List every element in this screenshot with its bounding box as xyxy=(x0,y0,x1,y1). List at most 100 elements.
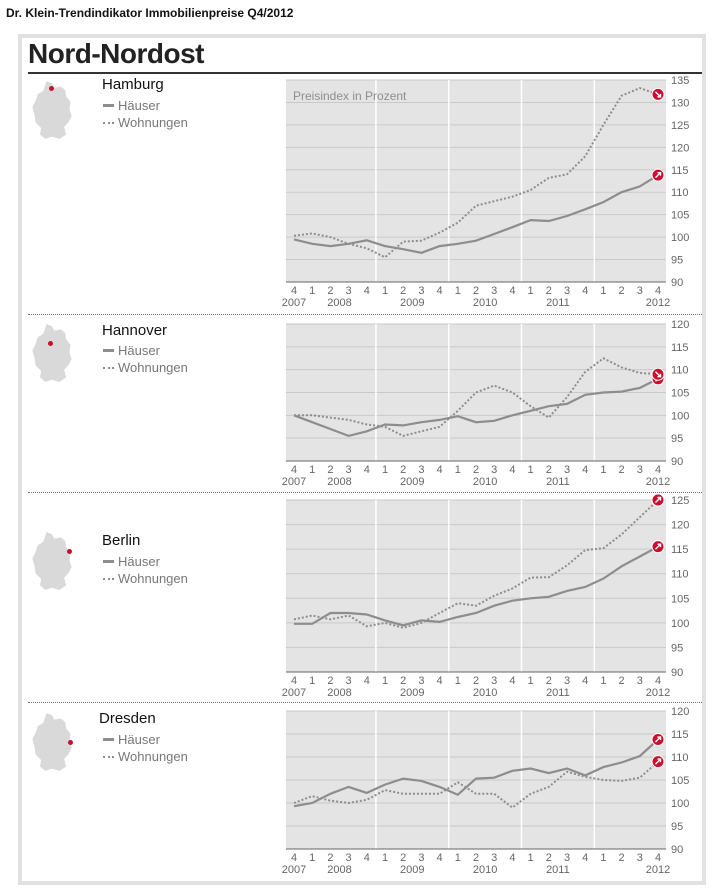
x-tick-label: 1 xyxy=(528,852,534,864)
x-tick-label: 1 xyxy=(309,285,315,297)
x-tick-label: 3 xyxy=(637,852,643,864)
x-year-label: 2011 xyxy=(546,687,570,699)
y-tick-label: 95 xyxy=(671,433,683,445)
x-tick-label: 4 xyxy=(364,675,370,687)
y-tick-label: 95 xyxy=(671,255,683,267)
y-tick-label: 100 xyxy=(671,798,689,810)
y-tick-label: 120 xyxy=(671,142,689,154)
x-tick-label: 3 xyxy=(346,464,352,476)
x-tick-label: 2 xyxy=(327,285,333,297)
x-year-label: 2009 xyxy=(400,297,424,309)
trend-up-marker-icon xyxy=(651,733,665,747)
city-location-dot xyxy=(49,86,54,91)
x-tick-label: 4 xyxy=(364,285,370,297)
city-name: Dresden xyxy=(99,710,156,727)
germany-map-icon xyxy=(32,713,72,771)
marker-arrow xyxy=(655,91,662,98)
marker-arrow xyxy=(655,496,662,503)
x-tick-label: 2 xyxy=(400,675,406,687)
y-tick-label: 135 xyxy=(671,75,689,87)
x-tick-label: 2 xyxy=(327,464,333,476)
x-tick-label: 1 xyxy=(382,852,388,864)
x-tick-label: 3 xyxy=(637,675,643,687)
panel-separator xyxy=(28,314,702,315)
x-year-label: 2011 xyxy=(546,476,570,488)
legend-apartments-label: Wohnungen xyxy=(118,749,188,764)
x-tick-label: 1 xyxy=(309,675,315,687)
legend-houses-label: Häuser xyxy=(118,554,160,569)
series-line-haeuser xyxy=(294,545,659,627)
x-year-label: 2007 xyxy=(282,297,306,309)
y-tick-label: 115 xyxy=(671,165,689,177)
trend-down-marker-icon xyxy=(651,367,665,381)
x-tick-label: 3 xyxy=(637,285,643,297)
x-tick-label: 4 xyxy=(582,285,588,297)
city-location-dot xyxy=(68,740,73,745)
x-tick-label: 1 xyxy=(528,675,534,687)
x-tick-label: 4 xyxy=(291,464,297,476)
x-tick-label: 2 xyxy=(400,285,406,297)
x-tick-label: 1 xyxy=(382,464,388,476)
y-tick-label: 105 xyxy=(671,388,689,400)
x-tick-label: 4 xyxy=(437,675,443,687)
legend-apartments: Wohnungen xyxy=(103,360,188,375)
x-tick-label: 3 xyxy=(418,675,424,687)
trend-up-marker-icon xyxy=(651,755,665,769)
x-tick-label: 2 xyxy=(473,675,479,687)
y-tick-label: 105 xyxy=(671,593,689,605)
x-tick-label: 1 xyxy=(600,285,606,297)
legend-houses-label: Häuser xyxy=(118,732,160,747)
x-tick-label: 4 xyxy=(509,285,515,297)
x-year-label: 2009 xyxy=(400,687,424,699)
plot-area xyxy=(286,80,666,282)
y-tick-label: 130 xyxy=(671,97,689,109)
y-tick-label: 90 xyxy=(671,456,683,468)
marker-arrow xyxy=(655,543,662,550)
x-tick-label: 2 xyxy=(619,285,625,297)
x-tick-label: 2 xyxy=(619,852,625,864)
city-name: Hannover xyxy=(102,322,168,339)
y-tick-label: 125 xyxy=(671,120,689,132)
x-tick-label: 4 xyxy=(437,852,443,864)
y-tick-label: 125 xyxy=(671,495,689,507)
city-location-dot xyxy=(67,549,72,554)
x-tick-label: 1 xyxy=(455,464,461,476)
x-tick-label: 4 xyxy=(509,852,515,864)
x-tick-label: 4 xyxy=(509,464,515,476)
x-tick-label: 1 xyxy=(528,285,534,297)
x-tick-label: 3 xyxy=(418,852,424,864)
plot-area xyxy=(286,500,666,672)
x-tick-label: 2 xyxy=(327,852,333,864)
x-tick-label: 3 xyxy=(418,285,424,297)
x-tick-label: 4 xyxy=(655,675,661,687)
x-tick-label: 3 xyxy=(491,285,497,297)
y-tick-label: 100 xyxy=(671,232,689,244)
y-tick-label: 90 xyxy=(671,667,683,679)
y-tick-label: 115 xyxy=(671,544,689,556)
trend-up-marker-icon xyxy=(651,168,665,182)
series-line-wohnungen xyxy=(294,357,659,437)
x-tick-label: 3 xyxy=(346,285,352,297)
x-tick-label: 4 xyxy=(655,852,661,864)
x-year-label: 2012 xyxy=(646,864,670,876)
y-tick-label: 120 xyxy=(671,520,689,532)
x-year-label: 2008 xyxy=(327,864,351,876)
x-year-label: 2010 xyxy=(473,687,497,699)
x-tick-label: 2 xyxy=(546,464,552,476)
x-year-label: 2008 xyxy=(327,687,351,699)
x-tick-label: 2 xyxy=(473,464,479,476)
x-year-label: 2012 xyxy=(646,687,670,699)
series-line-haeuser xyxy=(293,377,659,438)
y-tick-label: 110 xyxy=(671,752,689,764)
x-tick-label: 4 xyxy=(582,675,588,687)
legend-apartments-label: Wohnungen xyxy=(118,115,188,130)
x-tick-label: 1 xyxy=(528,464,534,476)
region-title-rule xyxy=(28,72,702,74)
x-tick-label: 3 xyxy=(637,464,643,476)
x-tick-label: 2 xyxy=(400,852,406,864)
city-location-dot xyxy=(48,341,53,346)
x-tick-label: 2 xyxy=(473,852,479,864)
y-tick-label: 110 xyxy=(671,365,689,377)
